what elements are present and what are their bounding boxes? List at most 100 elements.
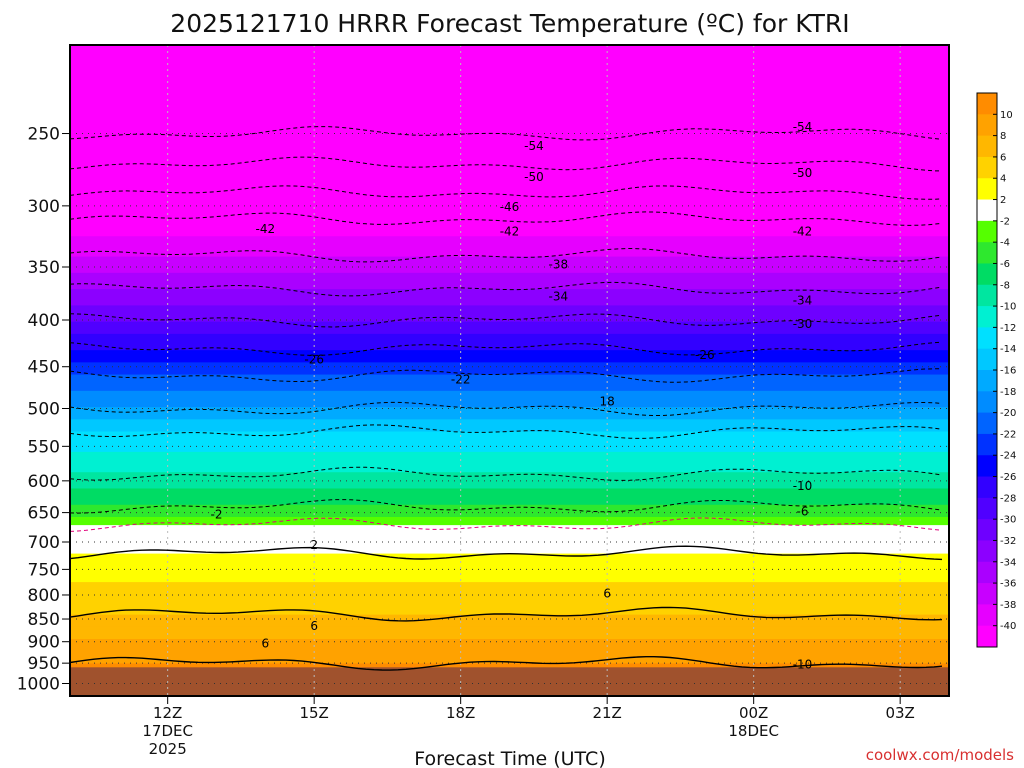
temperature-band [70,134,949,140]
contour-label: 6 [262,636,270,650]
temperature-band [70,203,949,209]
temperature-band [70,106,949,111]
contour-label: -26 [304,353,324,367]
temperature-band [70,533,949,538]
temperature-band [70,521,949,526]
temperature-band [70,394,949,400]
colorbar-tick-label: -22 [1000,429,1016,440]
colorbar-tick-label: -36 [1000,579,1016,590]
temperature-band [70,114,949,119]
colorbar-tick-label: -32 [1000,536,1016,547]
colorbar-swatch [977,455,997,478]
colorbar-tick-label: -12 [1000,323,1016,334]
temperature-band [70,158,949,164]
colorbar-swatch [977,156,997,179]
x-tick-label: 18Z [446,704,475,722]
temperature-band [70,525,949,530]
temperature-band [70,541,949,547]
temperature-band [70,569,949,575]
x-tick-label: 18DEC [728,722,779,740]
temperature-band [70,317,949,323]
x-tick-label: 21Z [592,704,621,722]
isotherm-line [70,156,943,172]
colorbar-swatch [977,561,997,584]
contour-label: -54 [793,120,813,134]
grid-lines [70,45,949,696]
temperature-band [70,484,949,490]
temperature-band [70,537,949,542]
temperature-band [70,370,949,376]
temperature-band [70,118,949,123]
isotherm-line [70,313,943,328]
contour-label: -50 [524,170,544,184]
contour-label: -38 [549,258,569,272]
temperature-band [70,460,949,465]
colorbar-swatch [977,242,997,264]
temperature-band [70,602,949,608]
temperature-band [70,187,949,193]
temperature-band [70,647,949,652]
isotherm-line [70,545,943,561]
temperature-band [70,512,949,518]
temperature-band [70,45,949,50]
contour-label: -46 [500,200,520,214]
temperature-band [70,276,949,282]
contour-label: -10 [793,479,813,493]
temperature-band [70,154,949,160]
temperature-band [70,97,949,103]
temperature-band [70,162,949,168]
y-tick-label: 900 [28,633,60,653]
y-tick-label: 500 [28,400,60,420]
credit-link[interactable]: coolwx.com/models [866,746,1014,764]
contour-label: -42 [500,224,520,238]
temperature-band [70,504,949,510]
y-tick-label: 800 [28,586,60,606]
temperature-band [70,146,949,152]
isotherm-line [70,341,943,356]
temperature-band [70,374,949,380]
temperature-band [70,415,949,420]
x-tick-label: 15Z [299,704,328,722]
temperature-band [70,333,949,339]
colorbar-swatch [977,625,997,648]
colorbar-tick-label: -24 [1000,451,1016,462]
temperature-band [70,142,949,148]
temperature-band [70,488,949,494]
isotherm-line [70,606,943,622]
y-tick-label: 750 [28,560,60,580]
chart-title: 2025121710 HRRR Forecast Temperature (ºC… [170,9,849,38]
isotherm-line [70,281,943,297]
temperature-band [70,252,949,258]
temperature-band [70,407,949,412]
colorbar-swatch [977,263,997,286]
contour-label: -34 [549,289,569,303]
temperature-band [70,183,949,189]
temperature-band [70,500,949,506]
colorbar-tick-label: 8 [1000,131,1006,142]
contour-label: 18 [600,394,615,408]
y-tick-label: 600 [28,472,60,492]
isotherm-line [70,656,943,671]
contour-label: -26 [695,348,715,362]
colorbar-swatch [977,519,997,541]
temperature-band [70,403,949,408]
colorbar-swatch [977,370,997,392]
contour-label: -6 [797,504,809,518]
temperature-band [70,378,949,384]
temperature-band [70,150,949,156]
temperature-band [70,492,949,498]
colorbar-tick-label: -30 [1000,515,1016,526]
colorbar-swatch [977,583,997,605]
temperature-band [70,443,949,449]
temperature-band [70,516,949,522]
y-tick-label: 550 [28,437,60,457]
temperature-band [70,508,949,514]
temperature-band [70,386,949,392]
colorbar-swatch [977,135,997,158]
temperature-band [70,321,949,327]
ground-fill [70,667,949,696]
temperature-band [70,362,949,368]
contour-label: -54 [524,139,544,153]
